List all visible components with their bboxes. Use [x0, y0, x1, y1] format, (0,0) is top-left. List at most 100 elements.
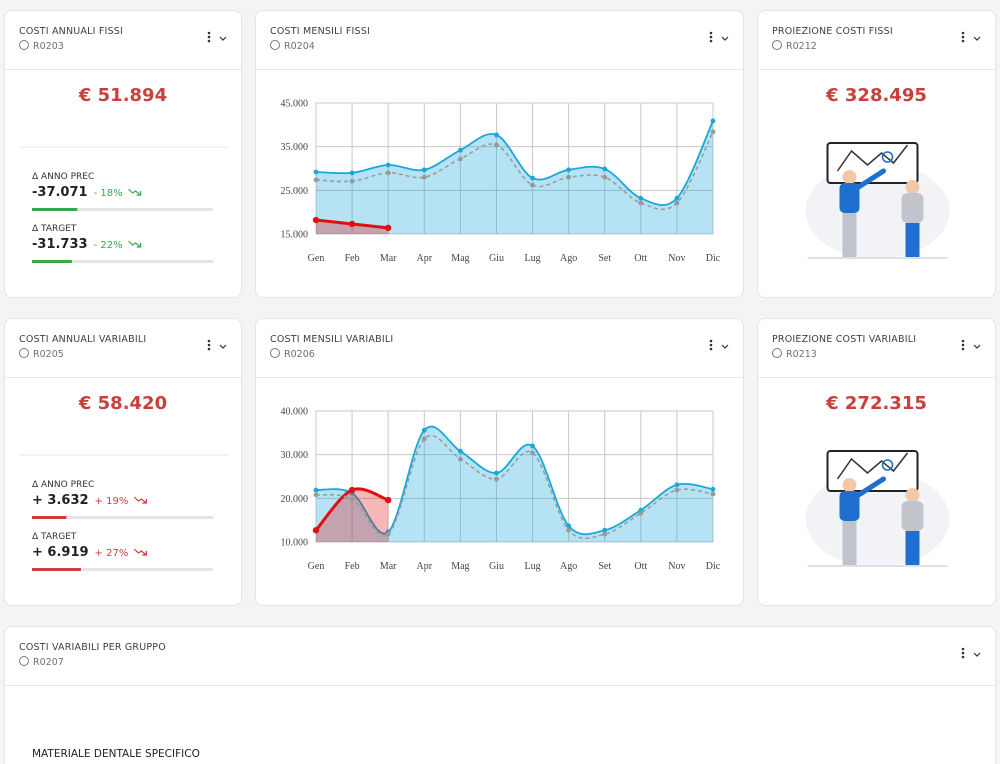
- person-head: [842, 478, 857, 492]
- x-tick-label: Mar: [380, 561, 397, 572]
- x-tick-label: Set: [598, 253, 611, 264]
- menu-dot: [207, 31, 211, 35]
- card: PROIEZIONE COSTI FISSI R0212 € 328.495: [757, 10, 996, 298]
- series-point: [602, 527, 608, 533]
- series-point: [457, 448, 463, 454]
- plot-frame: [315, 410, 714, 543]
- y-tick-label: 45.000: [281, 99, 309, 110]
- x-tick-label: Mag: [451, 253, 469, 264]
- progress-track: [32, 568, 213, 571]
- amount: € 328.495: [826, 85, 927, 106]
- menu-dot: [961, 655, 965, 659]
- progress-track: [32, 516, 213, 519]
- card-header: COSTI ANNUALI FISSI R0203: [5, 11, 241, 70]
- series-point: [674, 200, 680, 206]
- card-header: PROIEZIONE COSTI FISSI R0212: [758, 11, 995, 70]
- card-menu[interactable]: [707, 339, 733, 353]
- series-point: [530, 450, 535, 456]
- series-point: [421, 167, 427, 173]
- menu-dot: [207, 347, 211, 351]
- card-menu[interactable]: [959, 339, 985, 353]
- amount: € 51.894: [78, 85, 168, 106]
- info-icon: [270, 348, 280, 358]
- series-point: [494, 132, 499, 138]
- menu-dot: [709, 39, 713, 43]
- series-point: [710, 129, 716, 135]
- x-tick-label: Ago: [560, 561, 577, 572]
- x-tick-label: Feb: [345, 253, 360, 264]
- card: PROIEZIONE COSTI VARIABILI R0213 € 272.315: [757, 318, 996, 606]
- table-row-label: MATERIALE DENTALE SPECIFICO: [32, 748, 200, 760]
- series-point: [674, 487, 680, 493]
- series-point: [313, 177, 319, 183]
- info-icon: [772, 40, 782, 50]
- illustration: [805, 450, 950, 567]
- menu-dot: [961, 39, 965, 43]
- plot-frame: [315, 102, 714, 235]
- amount: € 272.315: [826, 393, 927, 414]
- menu-dot: [207, 35, 211, 39]
- x-tick-label: Mar: [380, 253, 397, 264]
- series-point: [602, 531, 608, 537]
- info-icon: [19, 40, 29, 50]
- x-tick-label: Giu: [489, 253, 504, 264]
- menu-dot: [709, 35, 713, 39]
- x-tick-label: Lug: [524, 561, 540, 572]
- board-dot: [881, 459, 894, 471]
- menu-caret: [219, 36, 227, 41]
- menu-dot: [961, 31, 965, 35]
- kpi-number: + 3.632: [32, 493, 89, 508]
- x-tick-label: Nov: [668, 561, 685, 572]
- card-menu[interactable]: [707, 31, 733, 45]
- series-point: [674, 195, 680, 201]
- series-point: [421, 436, 427, 442]
- series-point: [421, 174, 427, 180]
- card-menu[interactable]: [205, 31, 231, 45]
- kpi-pct: + 27%: [94, 548, 129, 559]
- card-code: R0213: [786, 349, 817, 360]
- y-tick-label: 35.000: [281, 142, 309, 153]
- card-header: COSTI MENSILI VARIABILI R0206: [256, 319, 743, 378]
- x-tick-label: Mag: [451, 561, 469, 572]
- menu-dot: [709, 339, 713, 343]
- card-menu[interactable]: [959, 647, 985, 661]
- card-title: PROIEZIONE COSTI FISSI: [772, 26, 893, 37]
- card-header: COSTI ANNUALI VARIABILI R0205: [5, 319, 241, 378]
- series-point: [457, 156, 463, 162]
- progress-track: [32, 260, 213, 263]
- card-header: COSTI VARIABILI PER GRUPPO R0207: [5, 627, 995, 686]
- series-point: [638, 510, 644, 516]
- card-code: R0204: [284, 41, 315, 52]
- kpi-pct: - 18%: [93, 188, 123, 199]
- x-tick-label: Nov: [668, 253, 685, 264]
- menu-caret: [973, 344, 981, 349]
- x-tick-label: Gen: [308, 561, 325, 572]
- card-menu[interactable]: [205, 339, 231, 353]
- card-canvas: [805, 142, 950, 259]
- series-area: [316, 120, 713, 234]
- progress-bar: [32, 568, 81, 571]
- person-legs: [905, 223, 920, 257]
- person-body: [901, 501, 924, 531]
- menu-dot: [709, 343, 713, 347]
- menu-dot: [961, 339, 965, 343]
- series-point: [384, 496, 392, 504]
- trend-arrow: [133, 548, 147, 556]
- board-chart: [836, 452, 909, 480]
- card-title: COSTI MENSILI VARIABILI: [270, 334, 394, 345]
- x-tick-label: Feb: [345, 561, 360, 572]
- person-arm: [853, 168, 886, 192]
- trend-arrow-head: [142, 551, 147, 556]
- card-header: COSTI MENSILI FISSI R0204: [256, 11, 743, 70]
- progress-bar: [32, 260, 72, 263]
- kpi-label: Δ ANNO PREC: [32, 480, 95, 490]
- menu-dot: [961, 343, 965, 347]
- series-point: [494, 142, 499, 148]
- series-area: [316, 488, 389, 542]
- card-menu[interactable]: [959, 31, 985, 45]
- menu-dot: [961, 651, 965, 655]
- board-chart: [836, 144, 909, 172]
- kpi-label: Δ TARGET: [32, 224, 77, 234]
- card-code: R0207: [33, 657, 64, 668]
- card-canvas: [805, 450, 950, 567]
